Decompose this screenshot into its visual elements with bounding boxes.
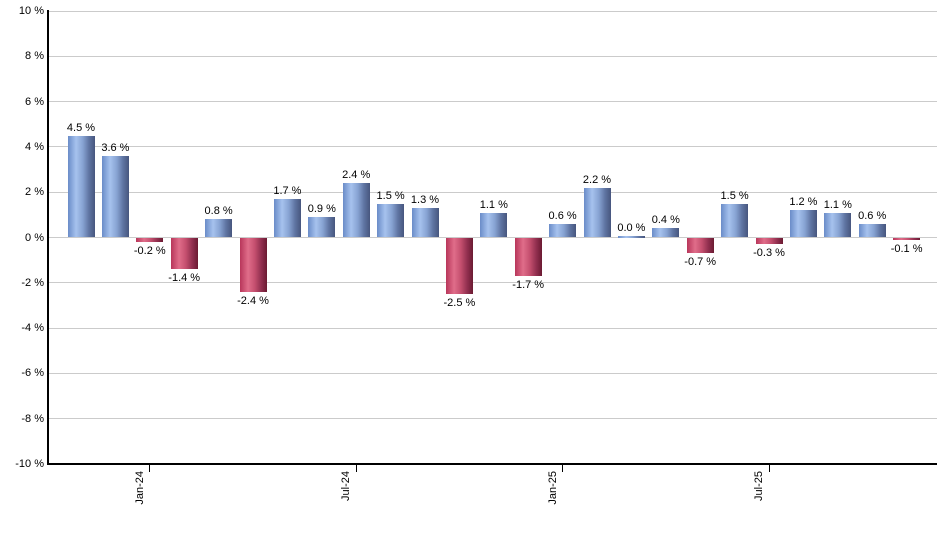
- y-axis-tick-label: -6 %: [21, 367, 44, 380]
- bar-value-label: 2.2 %: [582, 173, 612, 186]
- bar-positive: [789, 210, 817, 238]
- bar-positive: [308, 217, 336, 238]
- bar-negative: [755, 237, 783, 245]
- bar-positive: [858, 223, 886, 238]
- y-axis-tick-label: 2 %: [25, 186, 44, 199]
- x-axis-tick: [768, 465, 770, 472]
- y-axis-tick-label: 10 %: [18, 5, 44, 17]
- bar-negative: [514, 237, 542, 276]
- bar-value-label: 0.4 %: [651, 214, 680, 227]
- bar-value-label: 1.2 %: [789, 196, 818, 209]
- bar-negative: [445, 237, 473, 295]
- x-axis-tick-label: Jan-25: [546, 471, 559, 505]
- gridline: [48, 55, 937, 57]
- bar-value-label: -2.5 %: [443, 297, 476, 310]
- bar-value-label: -0.2 %: [133, 245, 166, 258]
- y-axis-tick-label: -10 %: [15, 458, 44, 470]
- gridline: [48, 101, 937, 103]
- bar-positive: [377, 203, 405, 238]
- gridline: [48, 10, 937, 12]
- y-axis-tick-label: 6 %: [25, 95, 44, 108]
- gridline: [48, 237, 937, 238]
- bar-value-label: 1.5 %: [720, 189, 749, 202]
- bar-value-label: -1.7 %: [512, 279, 545, 291]
- bar-positive: [617, 235, 645, 238]
- bar-value-label: 0.8 %: [204, 205, 233, 218]
- y-axis-tick-label: 4 %: [25, 140, 44, 153]
- bar-value-label: 1.7 %: [273, 184, 302, 197]
- bar-positive: [652, 228, 680, 238]
- bar-value-label: 3.6 %: [101, 141, 130, 154]
- bar-positive: [342, 183, 370, 238]
- bar-value-label: 1.3 %: [410, 194, 440, 207]
- bar-value-label: -0.3 %: [753, 247, 785, 260]
- x-axis-tick: [355, 465, 357, 472]
- bar-value-label: 0.6 %: [548, 209, 577, 222]
- x-axis-tick: [562, 465, 564, 472]
- x-axis-tick-label: Jul-25: [753, 471, 765, 501]
- bar-value-label: 1.5 %: [376, 189, 405, 202]
- y-axis-tick-label: -8 %: [21, 412, 44, 425]
- bar-negative: [239, 237, 267, 292]
- y-axis-tick-label: 8 %: [25, 50, 44, 63]
- gridline: [48, 191, 937, 193]
- y-axis-tick-label: 0 %: [25, 231, 44, 244]
- bar-negative: [893, 237, 921, 240]
- bar-value-label: -0.1 %: [890, 242, 923, 255]
- x-axis-line: [47, 463, 937, 465]
- bar-value-label: 1.1 %: [823, 198, 852, 211]
- bar-value-label: 4.5 %: [66, 121, 96, 134]
- bar-positive: [205, 219, 233, 238]
- bar-value-label: -0.7 %: [684, 256, 717, 269]
- bar-value-label: 0.9 %: [307, 203, 336, 216]
- gridline: [48, 282, 937, 284]
- bar-value-label: 1.1 %: [479, 198, 508, 211]
- bar-positive: [549, 223, 577, 238]
- bar-positive: [721, 203, 749, 238]
- y-axis-tick-label: -2 %: [21, 276, 44, 289]
- y-axis-line: [47, 10, 49, 465]
- bar-negative: [686, 237, 714, 254]
- bar-positive: [67, 135, 95, 238]
- bar-negative: [136, 237, 164, 243]
- bar-positive: [273, 198, 301, 238]
- bar-value-label: 0.0 %: [617, 221, 646, 234]
- x-axis-tick-label: Jul-24: [340, 471, 353, 501]
- gridline: [48, 327, 937, 329]
- bar-value-label: -2.4 %: [237, 294, 269, 307]
- bar-positive: [480, 212, 508, 238]
- x-axis-tick-label: Jan-24: [133, 471, 146, 505]
- gridline: [48, 146, 937, 148]
- bar-negative: [170, 237, 198, 270]
- gridline: [48, 418, 937, 420]
- x-axis-tick: [149, 465, 151, 472]
- bar-value-label: 0.6 %: [858, 209, 887, 222]
- bar-positive: [824, 212, 852, 238]
- y-axis-tick-label: -4 %: [21, 322, 44, 335]
- bar-value-label: 2.4 %: [342, 169, 371, 182]
- gridline: [48, 372, 937, 374]
- bar-positive: [411, 208, 439, 238]
- bar-value-label: -1.4 %: [168, 272, 201, 285]
- bar-positive: [583, 187, 611, 238]
- bar-positive: [101, 155, 129, 238]
